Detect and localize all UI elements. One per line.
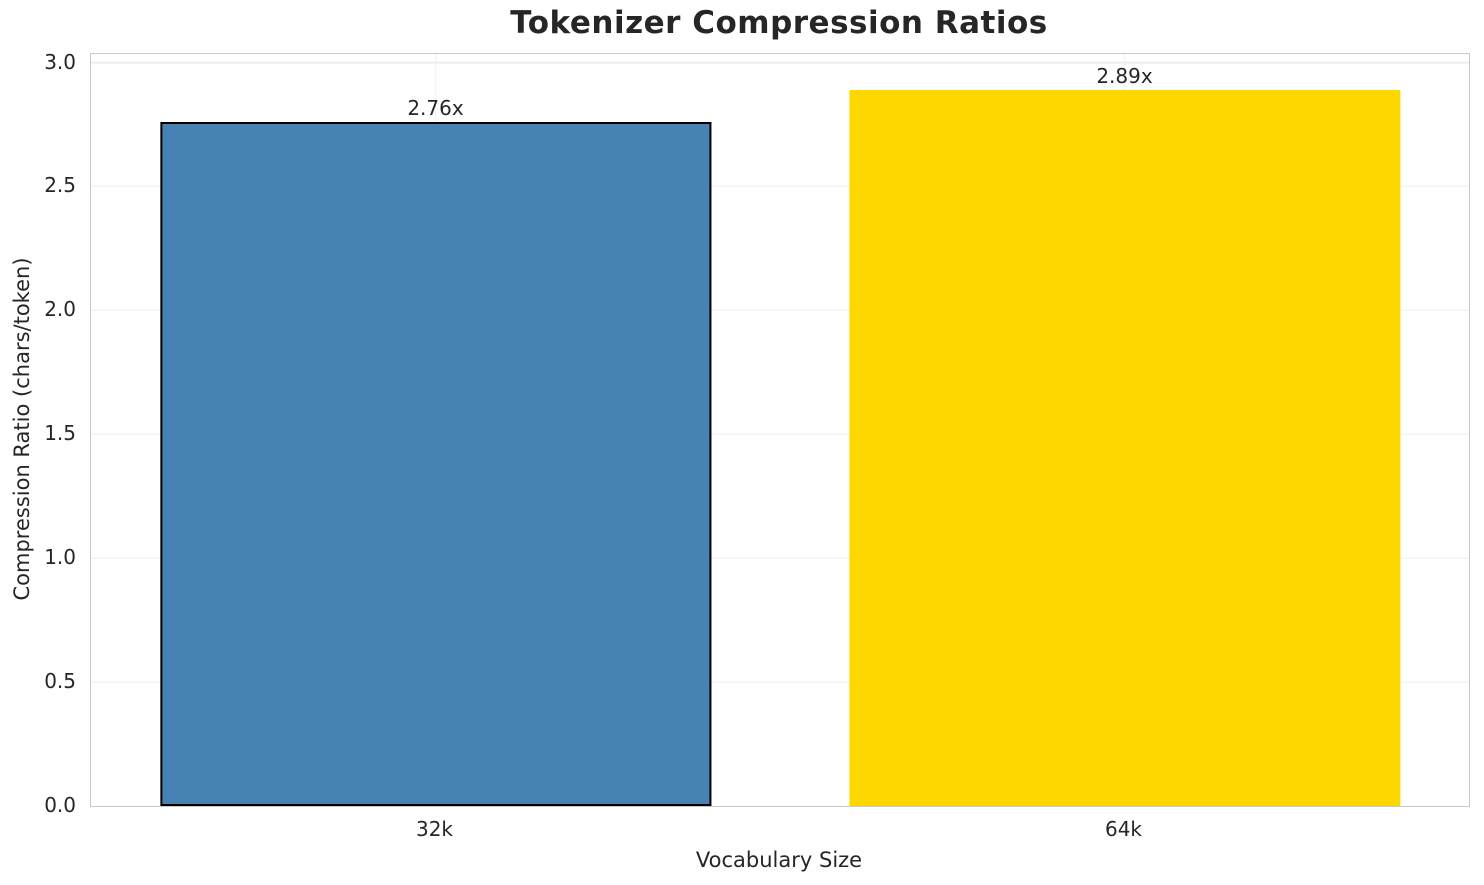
y-tick-label: 1.5 [44, 421, 76, 446]
horizontal-gridline [91, 557, 1469, 559]
y-tick-label: 0.0 [44, 793, 76, 817]
chart-title: Tokenizer Compression Ratios [510, 5, 1048, 41]
y-tick-label: 0.5 [44, 669, 76, 694]
bar-value-label: 2.89x [1096, 63, 1153, 88]
bar-value-label: 2.76x [407, 96, 464, 121]
y-tick-label: 1.0 [44, 545, 76, 570]
horizontal-gridline [91, 309, 1469, 312]
bar-32k [159, 122, 712, 806]
x-axis-label: Vocabulary Size [695, 848, 863, 872]
y-tick-label: 2.0 [44, 297, 76, 322]
horizontal-gridline [91, 681, 1469, 683]
horizontal-gridline [91, 61, 1469, 64]
plot-area: 2.76x 2.89x [90, 53, 1470, 807]
x-tick-label: 32k [415, 817, 454, 841]
horizontal-gridline [91, 433, 1469, 436]
bar-64k [848, 89, 1401, 806]
y-tick-label: 2.5 [44, 173, 76, 198]
horizontal-gridline [91, 185, 1469, 188]
y-tick-label: 3.0 [44, 49, 76, 74]
x-tick-label: 64k [1104, 817, 1143, 841]
